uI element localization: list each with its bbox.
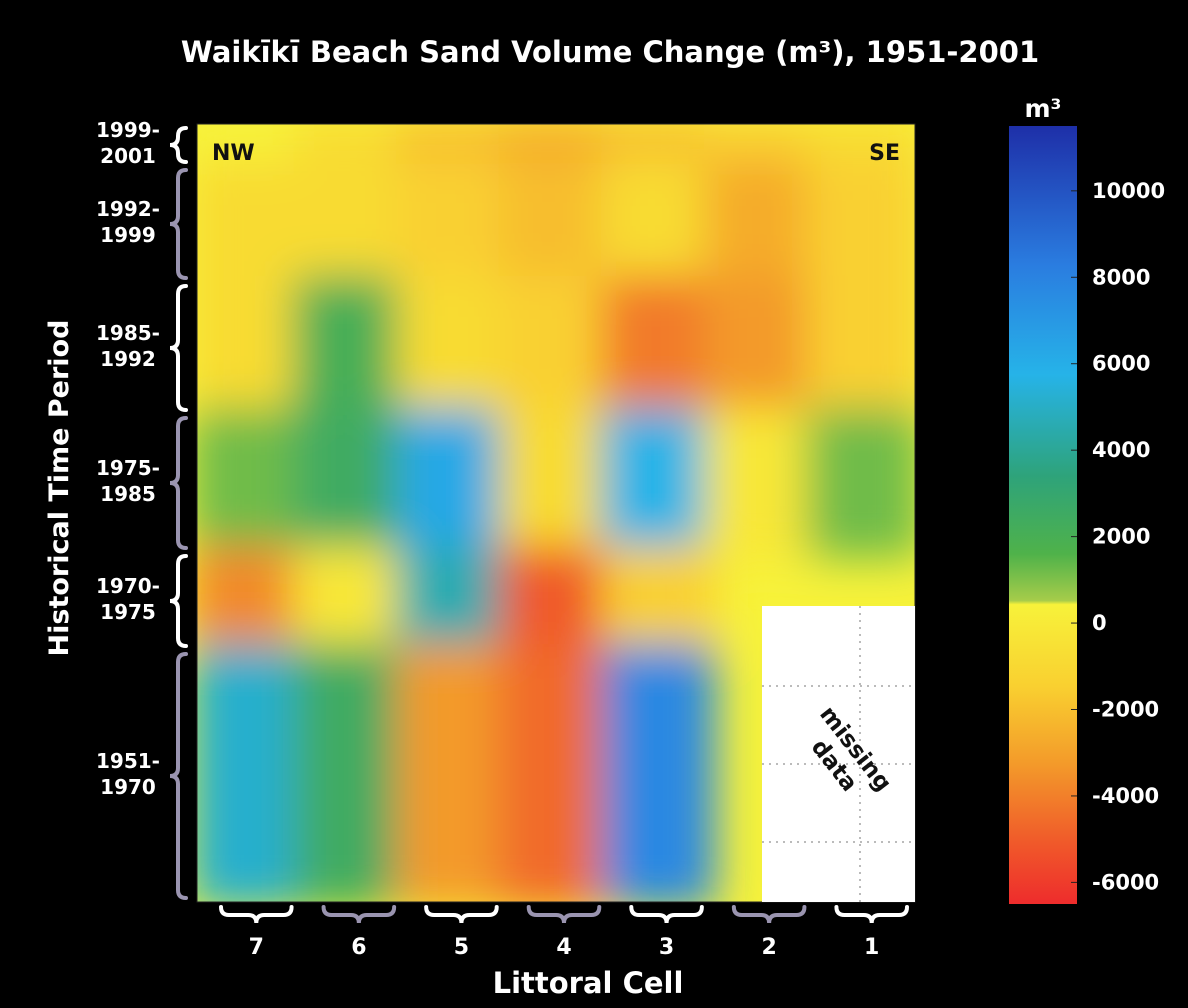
- plot-frame: [196, 123, 916, 903]
- heatmap-cell: [293, 276, 409, 420]
- y-axis-brace: [169, 652, 188, 900]
- heatmap-cell: [498, 408, 614, 558]
- missing-data-region: missingdata: [762, 606, 915, 902]
- x-tick-label: 3: [659, 935, 674, 960]
- x-axis-brace: [731, 905, 807, 924]
- heatmap-cell: [293, 160, 409, 288]
- heatmap-cell: [293, 408, 409, 558]
- heatmap-cell: [197, 276, 306, 420]
- heatmap-cell: [601, 160, 716, 288]
- heatmap-cell: [601, 546, 716, 656]
- x-tick-label: 1: [864, 935, 879, 960]
- heatmap-cell: [703, 276, 819, 420]
- y-tick-label: 1975-1985: [96, 456, 160, 506]
- x-axis-brace: [526, 905, 602, 924]
- x-tick-label: 4: [556, 935, 571, 960]
- colorbar-tick-label: 6000: [1092, 352, 1150, 376]
- heatmap-cell: [806, 276, 915, 420]
- colorbar-ticks: 10000 8000 6000 4000 2000 0 -2000 -4000 -6000: [1071, 179, 1165, 894]
- heatmap-cell: [498, 160, 614, 288]
- colorbar-label: m³: [1025, 94, 1062, 123]
- heatmap-cell: [197, 408, 306, 558]
- y-axis-brace: [169, 554, 188, 648]
- colorbar-tick-label: 2000: [1092, 525, 1150, 549]
- heatmap-cell: [396, 160, 511, 288]
- heatmap-cell: [806, 160, 915, 288]
- x-axis-brace: [219, 905, 294, 924]
- heatmap-cell: [601, 408, 716, 558]
- colorbar-tick-label: -4000: [1092, 784, 1159, 808]
- heatmap-cell: [396, 644, 511, 902]
- colorbar-tick-label: 0: [1092, 611, 1107, 635]
- heatmap-cells: [197, 124, 915, 902]
- x-axis-title: Littoral Cell: [493, 966, 684, 1000]
- heatmap-cell: [293, 546, 409, 656]
- colorbar-tick-label: 8000: [1092, 265, 1150, 289]
- y-tick-label: 1985-1992: [96, 321, 160, 371]
- heatmap-cell: [197, 644, 306, 902]
- x-tick-label: 6: [351, 935, 366, 960]
- heatmap-cell: [703, 160, 819, 288]
- y-tick-label: 1951-1970: [96, 749, 160, 799]
- y-tick-label: 1999-2001: [96, 118, 160, 168]
- y-axis-brace: [169, 284, 188, 412]
- colorbar-tick-label: 10000: [1092, 179, 1165, 203]
- heatmap-cell: [197, 546, 306, 656]
- x-axis-brace: [424, 905, 499, 924]
- x-axis-brace: [629, 905, 704, 924]
- x-tick-label: 7: [249, 935, 264, 960]
- heatmap-cell: [293, 644, 409, 902]
- colorbar-tick-label: 4000: [1092, 438, 1150, 462]
- heatmap-cell: [806, 408, 915, 558]
- y-axis-title: Historical Time Period: [44, 320, 75, 657]
- colorbar-tick-label: -2000: [1092, 698, 1159, 722]
- heatmap-cell: [601, 644, 716, 902]
- chart-title: Waikīkī Beach Sand Volume Change (m³), 1…: [181, 35, 1039, 69]
- y-axis-brace: [169, 168, 188, 280]
- se-label: SE: [869, 141, 900, 166]
- x-axis-brace: [834, 905, 909, 924]
- y-tick-label: 1992-1999: [96, 197, 160, 247]
- heatmap-cell: [498, 644, 614, 902]
- heatmap-cell: [396, 546, 511, 656]
- x-axis-brace: [321, 905, 397, 924]
- colorbar: [1009, 126, 1077, 904]
- heatmap-cell: [396, 408, 511, 558]
- y-tick-label: 1970-1975: [96, 574, 160, 624]
- x-axis-labels: 7 6 5 4 3 2 1: [219, 905, 909, 960]
- missing-data-box: [762, 606, 915, 902]
- heatmap-cell: [396, 276, 511, 420]
- heatmap-cell: [498, 276, 614, 420]
- y-axis-brace: [169, 416, 188, 550]
- x-tick-label: 2: [761, 935, 776, 960]
- x-tick-label: 5: [454, 935, 469, 960]
- nw-label: NW: [212, 141, 255, 166]
- y-axis-labels: 1999-2001 1992-1999 1985-1992 1975-1985 1970…: [96, 118, 188, 900]
- heatmap-cell: [601, 276, 716, 420]
- heatmap-cell: [197, 160, 306, 288]
- y-axis-brace: [169, 126, 188, 164]
- heatmap-cell: [498, 546, 614, 656]
- heatmap-cell: [703, 408, 819, 558]
- colorbar-tick-label: -6000: [1092, 870, 1159, 894]
